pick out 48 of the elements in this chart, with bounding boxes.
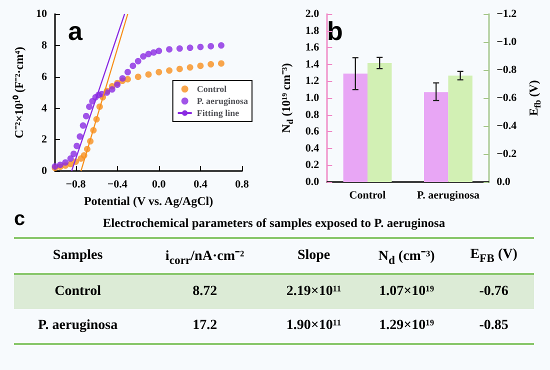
category-label: Slope	[296, 246, 332, 265]
y2-axis-title: Efb (V)	[526, 80, 542, 116]
y-tick-label: 1.8	[305, 24, 320, 37]
y-tick-label: 1.4	[305, 58, 320, 70]
annotation: a	[68, 16, 83, 46]
y-tick-label: 0.8	[305, 108, 320, 121]
y-tick-label: 8	[42, 39, 48, 52]
x-tick-label: 0.4	[194, 178, 208, 191]
y-tick-label: 1.2	[305, 75, 320, 88]
x-tick-label: −0.4	[107, 178, 128, 191]
x-tick-label: 0.0	[152, 178, 166, 191]
legend-label: Control	[196, 84, 228, 94]
y-tick-label: 0.2	[305, 159, 320, 172]
annotation: b	[327, 16, 343, 46]
y-tick-label: 2	[42, 134, 48, 146]
y-axis-title: Nd (10¹⁹ cm⁻³)	[279, 63, 295, 133]
y-tick-label: 0.6	[305, 126, 320, 138]
x-tick-label: 0.8	[235, 178, 250, 191]
text: -0.85	[479, 318, 508, 333]
y2-tick-label: −0.6	[496, 92, 518, 104]
y-tick-label: 1.0	[305, 92, 320, 104]
text: c	[14, 208, 26, 231]
y-tick-label: 2.0	[305, 8, 320, 20]
text: 1.29×10¹⁹	[379, 318, 434, 333]
category-label: E$_{FB}$ (V)	[469, 246, 518, 267]
category-label: Samples	[52, 246, 104, 265]
y2-tick-label: −0.4	[496, 120, 518, 132]
x-tick-label: −0.8	[66, 178, 86, 191]
y-tick-label: 0.4	[305, 142, 320, 154]
y-tick-label: 0	[42, 165, 48, 178]
y-tick-label: 6	[42, 70, 48, 83]
y-tick-label: 10	[36, 8, 48, 20]
category-label: i$_{corr}$/nA·cm⁻²	[164, 248, 246, 269]
x-axis-title: Potential (V vs. Ag/AgCl)	[84, 194, 214, 208]
y-axis-title: C⁻²×10¹⁰ (F⁻²·cm⁴)	[12, 46, 26, 138]
category-label: N$_{d}$ (cm⁻³)	[377, 248, 436, 269]
y-tick-label: 1.6	[305, 42, 320, 54]
text: Electrochemical parameters of samples exposed to P. aeruginosa	[102, 216, 446, 230]
legend-label: P. aeruginosa	[196, 96, 248, 106]
category-label: P. aeruginosa	[38, 318, 118, 333]
y2-tick-label: −0.2	[496, 148, 518, 160]
y2-tick-label: −0.8	[496, 64, 518, 76]
text: 17.2	[192, 318, 218, 333]
legend-label: Fitting line	[196, 108, 240, 118]
y2-tick-label: −1.0	[496, 36, 518, 48]
y2-tick-label: −1.2	[496, 8, 518, 20]
text: 1.90×10¹¹	[286, 318, 342, 333]
y-tick-label: 4	[42, 102, 48, 114]
